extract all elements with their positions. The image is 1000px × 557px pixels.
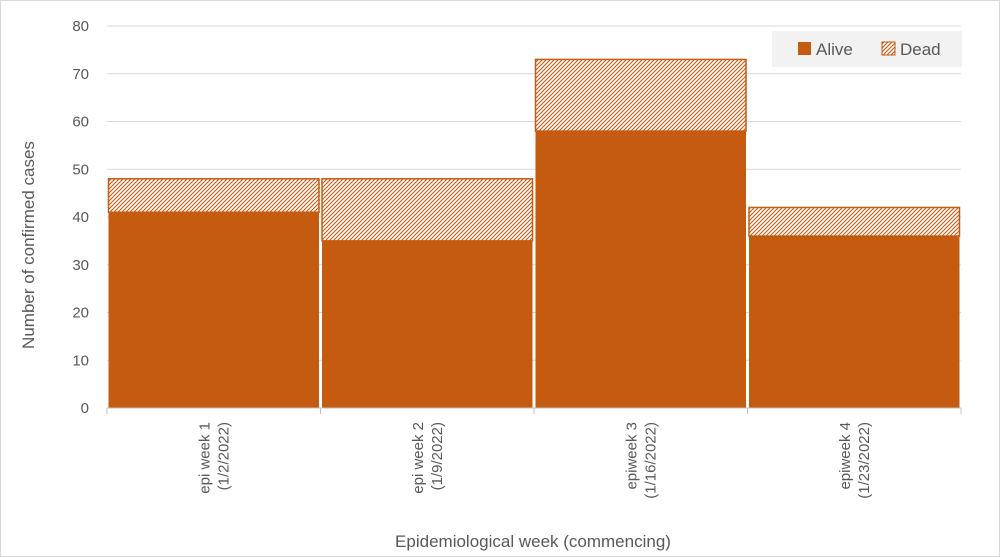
legend: Alive Dead	[772, 31, 962, 67]
y-tick-label: 60	[72, 114, 89, 131]
y-tick-label: 80	[72, 18, 89, 35]
bar-dead-1	[107, 178, 320, 213]
bar-alive-1	[108, 212, 319, 408]
y-axis-title: Number of confirmed cases	[19, 141, 38, 349]
y-tick-label: 10	[72, 352, 89, 369]
x-tick-label-group: epiweek 3 (1/16/2022)	[623, 422, 659, 499]
legend-label-alive: Alive	[816, 40, 853, 59]
y-tick-label: 20	[72, 305, 89, 322]
y-tick-label: 40	[72, 209, 89, 226]
y-tick-label: 0	[81, 400, 89, 417]
y-tick-label: 30	[72, 257, 89, 274]
x-tick-label-group: epiweek 4 (1/23/2022)	[837, 422, 873, 499]
bars	[107, 58, 961, 409]
bar-alive-3	[535, 131, 746, 409]
bar-dead-2	[321, 178, 534, 242]
x-tick-label: epiweek 3	[623, 422, 640, 490]
legend-swatch-dead	[881, 41, 896, 56]
x-tick-label: epiweek 4	[837, 422, 854, 490]
y-tick-label: 50	[72, 161, 89, 178]
bar-dead-4	[748, 206, 961, 237]
bar-alive-2	[322, 240, 533, 408]
x-tick-label: (1/23/2022)	[856, 422, 873, 499]
y-tick-label: 70	[72, 66, 89, 83]
bar-alive-4	[749, 236, 960, 408]
x-tick-label: (1/16/2022)	[642, 422, 659, 499]
x-axis-title: Epidemiological week (commencing)	[395, 532, 671, 551]
legend-label-dead: Dead	[900, 40, 941, 59]
x-tick-label: epi week 1	[196, 422, 213, 494]
bar-dead-3	[534, 58, 747, 132]
legend-swatch-alive	[798, 42, 811, 55]
x-tick-label-group: epi week 1 (1/2/2022)	[196, 422, 232, 494]
x-tick-label: (1/9/2022)	[429, 422, 446, 490]
x-tick-label: (1/2/2022)	[215, 422, 232, 490]
x-tick-label-group: epi week 2 (1/9/2022)	[410, 422, 446, 494]
x-tick-label: epi week 2	[410, 422, 427, 494]
